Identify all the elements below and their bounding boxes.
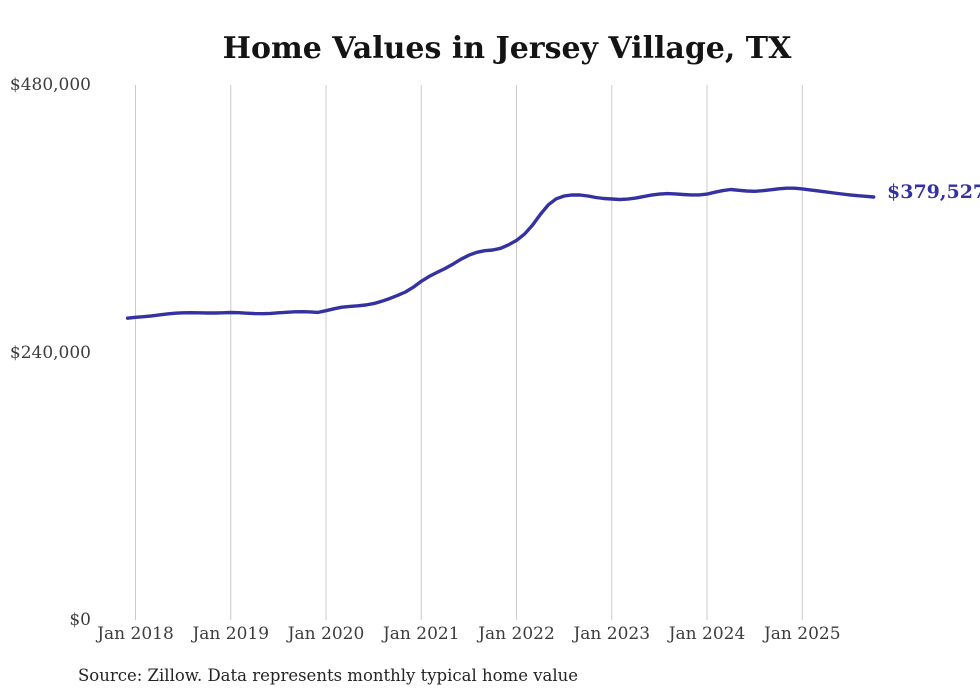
latest-value-label: $379,527 <box>887 180 980 203</box>
chart-title: Home Values in Jersey Village, TX <box>222 31 792 66</box>
source-note: Source: Zillow. Data represents monthly … <box>78 666 579 685</box>
home-value-line <box>125 186 876 320</box>
gridlines <box>135 85 803 620</box>
